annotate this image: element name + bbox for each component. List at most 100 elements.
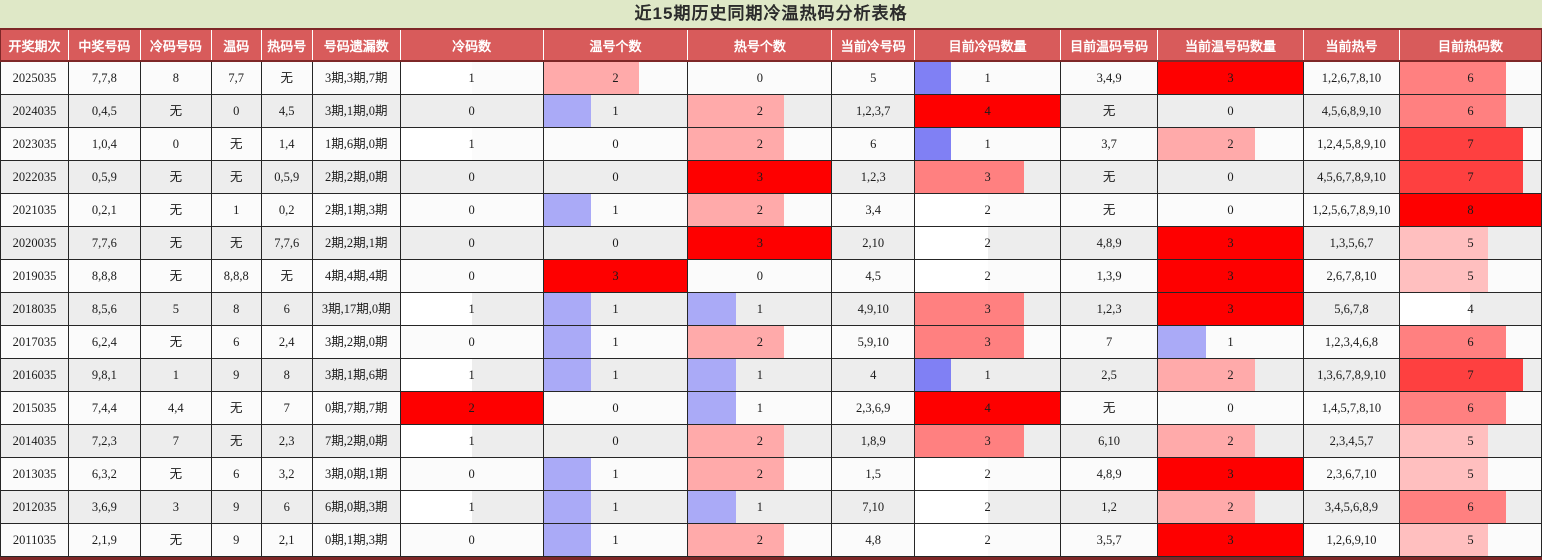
cell-curColdCnt: 3: [914, 424, 1062, 458]
data-bar: [1158, 458, 1303, 490]
cell-value: 7期,2期,0期: [324, 434, 388, 448]
cell-value: 无: [169, 269, 183, 283]
cell-value: 3期,17期,0期: [321, 302, 391, 316]
data-bar: [1400, 194, 1541, 226]
cell-curWarmCnt: 3: [1157, 292, 1304, 326]
cell-curHot: 3,4,5,6,8,9: [1302, 490, 1400, 524]
cell-value: 2024035: [12, 104, 57, 118]
cell-win: 3,6,9: [67, 490, 141, 524]
cell-value: 1,2,3,7: [856, 104, 891, 118]
data-bar: [915, 95, 1060, 127]
cell-curHotCnt: 8: [1398, 193, 1542, 227]
cell-warm: 无: [210, 226, 262, 260]
cell-value: 2016035: [12, 368, 57, 382]
cell-curColdCnt: 1: [914, 60, 1062, 95]
cell-value: 无: [229, 434, 243, 448]
cell-win: 7,4,4: [67, 391, 141, 425]
cell-value: 7: [1467, 137, 1474, 151]
cell-value: 6: [1467, 401, 1474, 415]
data-bar: [544, 491, 592, 523]
cell-value: 1: [468, 71, 475, 85]
table-row: 2011035 2,1,9 无 9 2,1 0期,1期,3期 0 1 2 4,8 2 3,5,7 3 1,…: [0, 523, 1542, 557]
cell-period: 2017035: [0, 325, 69, 359]
cell-period: 2013035: [0, 457, 69, 491]
data-bar: [688, 359, 736, 391]
cell-coldCnt: 0: [399, 94, 544, 128]
cell-value: 3: [1227, 533, 1234, 547]
cell-warmCnt: 1: [542, 490, 689, 524]
cell-value: 0: [468, 533, 475, 547]
cell-value: 6,3,2: [91, 467, 117, 481]
cell-value: 3: [984, 434, 991, 448]
cell-value: 4,5: [278, 104, 295, 118]
cell-value: 6: [870, 137, 877, 151]
cell-curHot: 5,6,7,8: [1302, 292, 1400, 326]
cell-value: 1: [612, 203, 619, 217]
cell-value: 1: [756, 302, 763, 316]
cell-win: 0,4,5: [67, 94, 141, 128]
cell-curWarm: 4,8,9: [1060, 226, 1159, 260]
cell-cold: 无: [139, 325, 212, 359]
cell-curWarmCnt: 2: [1157, 490, 1304, 524]
cell-curWarm: 2,5: [1060, 358, 1159, 392]
cell-warm: 6: [210, 325, 262, 359]
cell-value: 0: [756, 269, 763, 283]
cell-value: 8,8,8: [91, 269, 117, 283]
table-row: 2023035 1,0,4 0 无 1,4 1期,6期,0期 1 0 2 6 1 3,7 2 1,2,4,…: [0, 127, 1542, 161]
cell-value: 3: [612, 269, 619, 283]
header-row: 开奖期次 中奖号码 冷码号码 温码 热码号 号码遗漏数 冷码数 温号个数 热号个数 当前冷号码 目前…: [0, 29, 1542, 61]
cell-value: 6,2,4: [91, 335, 117, 349]
cell-miss: 6期,0期,3期: [311, 490, 401, 524]
cell-curWarm: 4,8,9: [1060, 457, 1159, 491]
cell-value: 2: [756, 533, 763, 547]
cell-value: 0: [612, 434, 619, 448]
data-bar: [401, 491, 472, 523]
cell-curColdCnt: 2: [914, 490, 1062, 524]
cell-value: 7,7,6: [91, 236, 117, 250]
cell-value: 2018035: [12, 302, 57, 316]
cell-value: 3: [1227, 269, 1234, 283]
cell-curWarm: 3,4,9: [1060, 60, 1159, 95]
cell-value: 2,3: [278, 434, 295, 448]
cell-hot: 1,4: [260, 127, 313, 161]
data-bar: [1158, 491, 1255, 523]
cell-hot: 0,5,9: [260, 160, 313, 194]
cell-warmCnt: 1: [542, 325, 689, 359]
cell-value: 1: [984, 71, 991, 85]
bottom-border-strip: [0, 557, 1542, 560]
cell-curColdCnt: 2: [914, 523, 1062, 557]
table-body: 2025035 7,7,8 8 7,7 无 3期,3期,7期 1 2 0 5 1 3,4,9 3 1,2,…: [0, 60, 1542, 557]
cell-win: 7,2,3: [67, 424, 141, 458]
cell-miss: 2期,2期,0期: [311, 160, 401, 194]
cell-value: 4,5,6,7,8,9,10: [1317, 170, 1386, 184]
cell-curHotCnt: 7: [1398, 160, 1542, 194]
data-bar: [544, 194, 592, 226]
cell-period: 2020035: [0, 226, 69, 260]
analysis-table: 开奖期次 中奖号码 冷码号码 温码 热码号 号码遗漏数 冷码数 温号个数 热号个数 当前冷号码 目前…: [0, 28, 1542, 557]
cell-warmCnt: 0: [542, 226, 689, 260]
cell-value: 2: [756, 104, 763, 118]
cell-value: 4,8,9: [1096, 467, 1122, 481]
cell-warm: 无: [210, 160, 262, 194]
cell-coldCnt: 0: [399, 523, 544, 557]
cell-value: 1期,6期,0期: [324, 137, 388, 151]
data-bar: [544, 260, 687, 292]
cell-curHot: 1,2,4,5,8,9,10: [1302, 127, 1400, 161]
col-header-curHotCnt: 目前热码数: [1398, 29, 1542, 61]
cell-win: 0,2,1: [67, 193, 141, 227]
cell-warmCnt: 1: [542, 457, 689, 491]
cell-value: 2期,1期,3期: [324, 203, 388, 217]
table-row: 2014035 7,2,3 7 无 2,3 7期,2期,0期 1 0 2 1,8,9 3 6,10 2 2…: [0, 424, 1542, 458]
cell-period: 2025035: [0, 60, 69, 95]
cell-value: 5: [1467, 236, 1474, 250]
cell-curWarmCnt: 3: [1157, 457, 1304, 491]
cell-value: 2015035: [12, 401, 57, 415]
cell-cold: 无: [139, 259, 212, 293]
cell-value: 2,3,4,5,7: [1329, 434, 1374, 448]
cell-value: 2,10: [862, 236, 885, 250]
cell-value: 2,4: [278, 335, 295, 349]
cell-curColdCnt: 1: [914, 127, 1062, 161]
cell-curColdCnt: 2: [914, 226, 1062, 260]
cell-curHotCnt: 5: [1398, 424, 1542, 458]
cell-value: 2,1,9: [91, 533, 117, 547]
